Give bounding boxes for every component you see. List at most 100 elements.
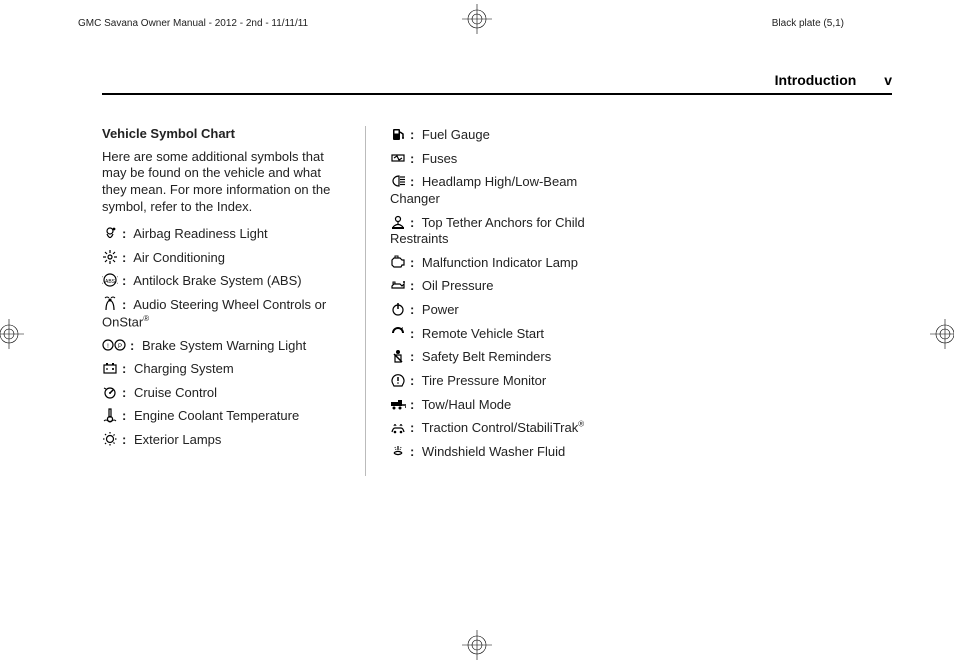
symbol-label: Traction Control/StabiliTrak bbox=[418, 420, 578, 435]
colon: : bbox=[410, 373, 414, 388]
column-2: : Fuel Gauge: Fuses: Headlamp High/Low-B… bbox=[390, 120, 629, 608]
symbol-line: : Remote Vehicle Start bbox=[390, 325, 629, 343]
symbol-list-2: : Fuel Gauge: Fuses: Headlamp High/Low-B… bbox=[390, 126, 629, 460]
symbol-label: Tow/Haul Mode bbox=[418, 397, 511, 412]
fuel-icon bbox=[390, 126, 406, 142]
abs-icon bbox=[102, 272, 118, 288]
colon: : bbox=[122, 273, 126, 288]
symbol-line: : Tire Pressure Monitor bbox=[390, 372, 629, 390]
page-rule bbox=[102, 93, 892, 95]
brake-icon bbox=[102, 337, 126, 353]
header-right-text: Black plate (5,1) bbox=[772, 18, 844, 29]
symbol-line: : Charging System bbox=[102, 360, 341, 378]
symbol-line: : Audio Steering Wheel Controls or OnSta… bbox=[102, 296, 341, 331]
symbol-label: Airbag Readiness Light bbox=[130, 226, 267, 241]
symbol-label: Exterior Lamps bbox=[130, 432, 221, 447]
ac-icon bbox=[102, 249, 118, 265]
column-1: Vehicle Symbol Chart Here are some addit… bbox=[102, 120, 341, 608]
symbol-label: Fuel Gauge bbox=[418, 127, 490, 142]
tether-icon bbox=[390, 214, 406, 230]
symbol-line: : Headlamp High/Low-Beam Changer bbox=[390, 173, 629, 207]
print-header: GMC Savana Owner Manual - 2012 - 2nd - 1… bbox=[78, 18, 904, 38]
symbol-line: : Antilock Brake System (ABS) bbox=[102, 272, 341, 290]
symbol-label: Headlamp High/Low-Beam Changer bbox=[390, 174, 577, 206]
symbol-label: Malfunction Indicator Lamp bbox=[418, 255, 578, 270]
colon: : bbox=[410, 397, 414, 412]
column-3 bbox=[653, 120, 892, 608]
towhaul-icon bbox=[390, 396, 406, 412]
fuse-icon bbox=[390, 150, 406, 166]
symbol-line: : Cruise Control bbox=[102, 384, 341, 402]
symbol-line: : Airbag Readiness Light bbox=[102, 225, 341, 243]
symbol-label: Cruise Control bbox=[130, 385, 217, 400]
colon: : bbox=[410, 255, 414, 270]
page-number: v bbox=[884, 72, 892, 88]
colon: : bbox=[122, 432, 126, 447]
symbol-line: : Air Conditioning bbox=[102, 249, 341, 267]
symbol-label: Antilock Brake System (ABS) bbox=[130, 273, 301, 288]
symbol-line: : Brake System Warning Light bbox=[102, 337, 341, 355]
symbol-label: Power bbox=[418, 302, 458, 317]
tpms-icon bbox=[390, 372, 406, 388]
content-area: Vehicle Symbol Chart Here are some addit… bbox=[102, 120, 892, 608]
washer-icon bbox=[390, 443, 406, 459]
column-divider bbox=[365, 126, 366, 476]
symbol-line: : Tow/Haul Mode bbox=[390, 396, 629, 414]
colon: : bbox=[410, 278, 414, 293]
header-left-text: GMC Savana Owner Manual - 2012 - 2nd - 1… bbox=[78, 18, 308, 29]
colon: : bbox=[122, 385, 126, 400]
symbol-line: : Malfunction Indicator Lamp bbox=[390, 254, 629, 272]
symbol-label: Windshield Washer Fluid bbox=[418, 444, 565, 459]
symbol-label: Charging System bbox=[130, 361, 233, 376]
symbol-label: Tire Pressure Monitor bbox=[418, 373, 546, 388]
colon: : bbox=[410, 174, 414, 189]
superscript: ® bbox=[143, 314, 149, 323]
intro-text: Here are some additional symbols that ma… bbox=[102, 149, 341, 216]
symbol-label: Engine Coolant Temperature bbox=[130, 408, 299, 423]
power-icon bbox=[390, 301, 406, 317]
symbol-line: : Fuses bbox=[390, 150, 629, 168]
battery-icon bbox=[102, 360, 118, 376]
colon: : bbox=[122, 297, 126, 312]
colon: : bbox=[410, 215, 414, 230]
symbol-line: : Traction Control/StabiliTrak® bbox=[390, 419, 629, 437]
remote-icon bbox=[390, 325, 406, 341]
symbol-label: Top Tether Anchors for Child Restraints bbox=[390, 215, 585, 247]
symbol-line: : Oil Pressure bbox=[390, 277, 629, 295]
symbol-line: : Engine Coolant Temperature bbox=[102, 407, 341, 425]
symbol-line: : Power bbox=[390, 301, 629, 319]
crop-mark-left bbox=[0, 319, 24, 349]
colon: : bbox=[122, 361, 126, 376]
crop-mark-right bbox=[930, 319, 954, 349]
symbol-label: Brake System Warning Light bbox=[138, 338, 306, 353]
section-title: Vehicle Symbol Chart bbox=[102, 126, 341, 143]
oil-icon bbox=[390, 277, 406, 293]
symbol-label: Oil Pressure bbox=[418, 278, 493, 293]
colon: : bbox=[410, 326, 414, 341]
colon: : bbox=[122, 226, 126, 241]
colon: : bbox=[410, 420, 414, 435]
section-name: Introduction bbox=[775, 72, 857, 88]
symbol-list-1: : Airbag Readiness Light: Air Conditioni… bbox=[102, 225, 341, 449]
onstar-icon bbox=[102, 296, 118, 312]
cruise-icon bbox=[102, 384, 118, 400]
symbol-line: : Top Tether Anchors for Child Restraint… bbox=[390, 214, 629, 248]
superscript: ® bbox=[578, 420, 584, 429]
seatbelt-icon bbox=[390, 348, 406, 364]
symbol-line: : Safety Belt Reminders bbox=[390, 348, 629, 366]
colon: : bbox=[410, 151, 414, 166]
airbag-icon bbox=[102, 225, 118, 241]
running-head: Introduction v bbox=[775, 72, 892, 88]
colon: : bbox=[122, 408, 126, 423]
symbol-label: Remote Vehicle Start bbox=[418, 326, 544, 341]
lamp-icon bbox=[102, 431, 118, 447]
colon: : bbox=[122, 250, 126, 265]
colon: : bbox=[410, 444, 414, 459]
symbol-line: : Fuel Gauge bbox=[390, 126, 629, 144]
symbol-line: : Windshield Washer Fluid bbox=[390, 443, 629, 461]
symbol-line: : Exterior Lamps bbox=[102, 431, 341, 449]
coolant-icon bbox=[102, 407, 118, 423]
symbol-label: Audio Steering Wheel Controls or OnStar bbox=[102, 297, 326, 329]
symbol-label: Air Conditioning bbox=[130, 250, 225, 265]
crop-mark-bottom bbox=[462, 630, 492, 660]
